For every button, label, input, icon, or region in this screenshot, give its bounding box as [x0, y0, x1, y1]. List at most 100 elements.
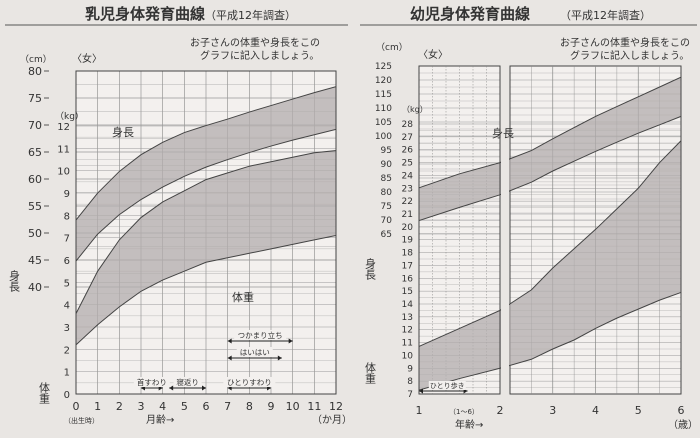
toddler-x-tick: 5: [635, 404, 642, 417]
toddler-height-tick: 65: [381, 230, 392, 240]
toddler-weight-tick: 9: [407, 364, 413, 374]
toddler-weight-tick: 13: [402, 313, 413, 323]
infant-x-tick: 1: [94, 400, 101, 413]
infant-x-tick: 8: [246, 400, 253, 413]
infant-x-tick: 2: [116, 400, 123, 413]
infant-weight-tick: 10: [57, 167, 70, 178]
infant-x-first-sub: （出生時）: [64, 416, 99, 425]
toddler-weight-tick: 18: [402, 249, 414, 259]
milestone-label: はいはい: [240, 348, 270, 357]
toddler-height-tick: 95: [381, 146, 392, 156]
toddler-height-ticks: 65 70 75 80 85 90 95 100 105 110 115 120 125: [375, 62, 392, 240]
toddler-height-axis-label: 身長: [364, 257, 377, 281]
toddler-x-tick: 2: [497, 404, 504, 417]
toddler-weight-axis-label: 体重: [364, 361, 377, 384]
toddler-weight-unit: （kg）: [402, 105, 428, 114]
infant-weight-tick: 5: [64, 278, 70, 289]
infant-x-tick: 11: [307, 400, 321, 413]
infant-chart-subtitle: （平成12年調査）: [205, 8, 296, 22]
infant-weight-tick: 12: [57, 122, 70, 133]
toddler-height-tick: 105: [375, 118, 392, 128]
infant-weight-series-label: 体重: [232, 290, 254, 304]
infant-height-tick: 50: [28, 227, 42, 240]
infant-x-tick: 3: [138, 400, 145, 413]
toddler-x-label: 年齢→: [455, 418, 483, 431]
toddler-milestones: ひとり歩き: [419, 381, 468, 394]
toddler-weight-tick: 10: [402, 351, 414, 361]
toddler-bands: [418, 64, 682, 396]
milestone-label-bg: [234, 330, 287, 340]
toddler-height-tick: 125: [375, 62, 392, 72]
infant-x-label: 月齢→: [146, 413, 174, 426]
toddler-height-tick: 70: [381, 216, 393, 226]
toddler-panel-gap: [501, 64, 509, 396]
milestone-label-bg: [173, 377, 202, 387]
infant-weight-axis-label: 体重: [38, 381, 51, 404]
infant-note-line-1: お子さんの体重や身長をこの: [190, 36, 320, 49]
infant-height-series-label: 身長: [112, 125, 134, 139]
toddler-x-tick: 3: [549, 404, 556, 417]
toddler-height-series-label: 身長: [492, 126, 514, 140]
infant-height-tick: 75: [28, 92, 42, 105]
toddler-note-line-2: グラフに記入しましょう。: [570, 49, 689, 62]
toddler-weight-tick: 26: [402, 146, 414, 156]
toddler-x-tick: 1: [416, 404, 423, 417]
infant-weight-tick: 4: [64, 301, 70, 312]
infant-height-ticks: 40 45 50 55 60 65 70 75 80: [28, 65, 49, 294]
toddler-weight-tick: 20: [402, 223, 414, 233]
toddler-weight-tick: 17: [402, 261, 413, 271]
toddler-sex-label: 〈女〉: [418, 48, 448, 61]
toddler-weight-tick: 28: [402, 120, 414, 130]
toddler-height-tick: 100: [375, 132, 392, 142]
infant-x-tick: 6: [203, 400, 210, 413]
infant-x-unit: （か月）: [312, 414, 352, 426]
toddler-x-unit: （歳）: [668, 419, 698, 431]
milestone-arrow: [227, 338, 232, 344]
infant-x-tick: 7: [224, 400, 231, 413]
toddler-height-tick: 80: [381, 188, 393, 198]
milestone-arrow: [288, 338, 293, 344]
infant-weight-tick: 8: [64, 211, 70, 222]
milestone-arrow: [202, 385, 206, 391]
infant-height-tick: 80: [28, 65, 42, 78]
infant-x-tick: 9: [268, 400, 275, 413]
milestone-label: つかまり立ち: [238, 330, 283, 340]
milestone-arrow: [169, 385, 174, 391]
toddler-height-tick: 120: [375, 76, 392, 86]
toddler-height-tick: 85: [381, 174, 392, 184]
toddler-note-line-1: お子さんの体重や身長をこの: [560, 36, 690, 49]
toddler-weight-tick: 8: [407, 377, 413, 387]
band-weight: [75, 150, 337, 347]
toddler-chart-title: 幼児身体発育曲線: [410, 5, 530, 23]
infant-height-tick: 70: [28, 119, 42, 132]
infant-note-line-2: グラフに記入しましょう。: [200, 49, 319, 62]
milestone-label-bg: [236, 347, 273, 357]
infant-height-tick: 40: [28, 281, 42, 294]
toddler-height-tick: 75: [381, 202, 392, 212]
infant-weight-tick: 11: [57, 144, 70, 155]
toddler-weight-tick: 11: [402, 339, 413, 349]
infant-x-tick: 12: [329, 400, 343, 413]
infant-height-tick: 45: [28, 254, 42, 267]
infant-weight-tick: 1: [64, 368, 70, 379]
infant-weight-tick: 0: [64, 390, 70, 401]
infant-x-tick: 4: [159, 400, 166, 413]
infant-x-tick: 0: [73, 400, 80, 413]
toddler-weight-tick: 21: [402, 210, 413, 220]
toddler-weight-tick: 27: [402, 133, 413, 143]
toddler-x-ticks: 1 2 3 4 5 6: [416, 404, 685, 417]
toddler-height-tick: 115: [375, 90, 392, 100]
infant-weight-tick: 9: [64, 189, 70, 200]
infant-weight-unit: （kg）: [55, 111, 84, 122]
toddler-weight-tick: 14: [402, 300, 414, 310]
infant-sex-label: 〈女〉: [72, 52, 102, 65]
toddler-weight-ticks: 7 8 9 10 11 12 13 14 15 16 17 18 19 20 21 22 23 24 25 26 27 2…: [402, 120, 414, 400]
infant-height-tick: 65: [28, 146, 42, 159]
milestone-label-bg: [133, 377, 170, 387]
infant-height-tick: 55: [28, 200, 42, 213]
milestone-label-bg: [428, 381, 466, 390]
